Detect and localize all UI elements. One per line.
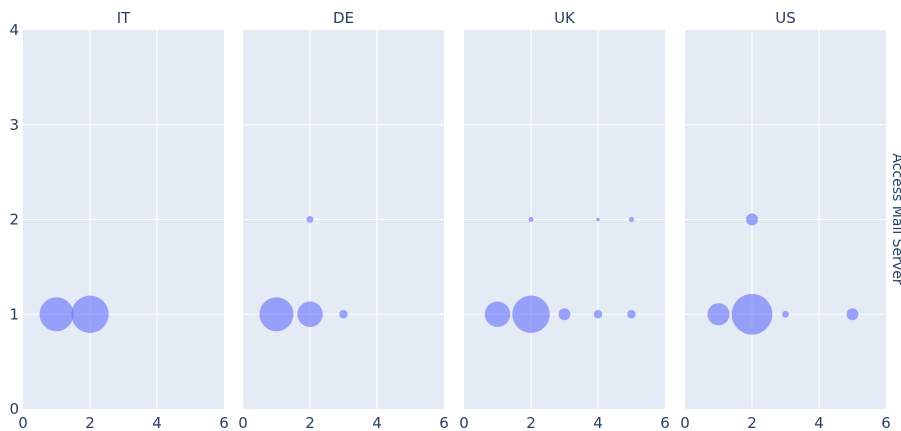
panel-title: UK [554,9,576,27]
x-tick-label: 4 [814,414,824,431]
y-tick-label: 3 [9,116,19,134]
x-tick-label: 6 [219,414,229,431]
x-tick-label: 0 [680,414,690,431]
x-tick-label: 4 [593,414,603,431]
bubble-point [628,216,635,223]
panel-title: IT [117,9,131,27]
bubble-point [512,295,550,333]
row-facet-label: Access Mail Server [889,153,901,284]
x-tick-label: 6 [439,414,449,431]
panel-it: IT 0 2 4 6 [18,9,229,431]
x-tick-label: 4 [152,414,162,431]
x-tick-label: 2 [305,414,315,431]
bubble-point [528,216,534,223]
y-tick-label: 4 [9,21,19,39]
bubble-point [558,308,571,321]
bubble-point [484,301,511,327]
bubble-point [746,213,758,226]
x-tick-label: 2 [85,414,95,431]
x-tick-label: 0 [459,414,469,431]
bubble-point [596,217,600,222]
bubble-point [782,310,789,318]
bubble-point [707,303,730,326]
y-tick-label: 1 [9,305,19,323]
bubble-point [259,297,294,332]
bubble-point [627,310,636,319]
panel-title: US [775,9,796,27]
x-tick-label: 6 [660,414,670,431]
bubble-point [306,216,314,223]
x-tick-label: 6 [881,414,891,431]
panel-uk: UK 0 2 4 6 [459,9,670,431]
bubble-point [297,301,323,327]
bubble-point [339,310,348,319]
x-tick-label: 2 [747,414,757,431]
panel-de: DE 0 2 4 6 [238,9,449,431]
bubble-point [846,308,859,321]
panel-us: US 0 2 4 6 [680,9,891,431]
panel-title: DE [333,9,354,27]
x-tick-label: 0 [18,414,28,431]
y-tick-label: 2 [9,211,19,229]
x-tick-label: 0 [238,414,248,431]
bubble-point [71,295,109,333]
bubble-point [39,297,74,332]
x-tick-label: 4 [372,414,382,431]
y-tick-label: 0 [9,400,19,418]
bubble-point [593,310,603,319]
x-tick-label: 2 [526,414,536,431]
bubble-point [731,293,773,335]
